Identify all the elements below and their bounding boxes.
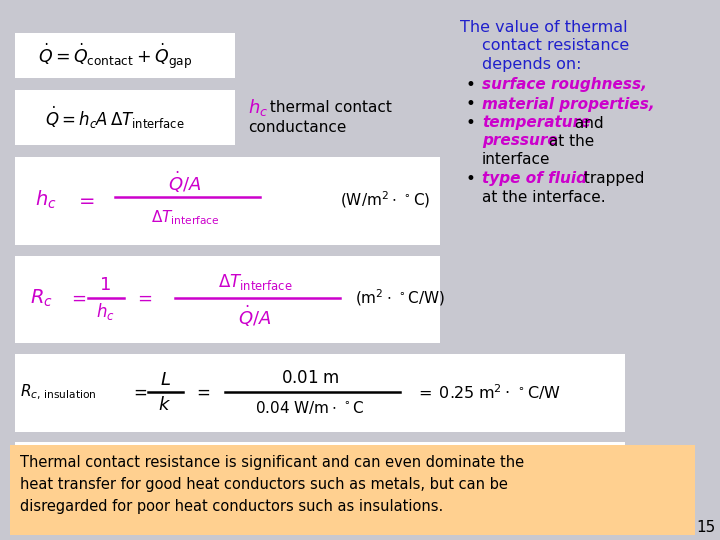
Text: Thermal contact resistance is significant and can even dominate the: Thermal contact resistance is significan… [20, 456, 524, 470]
Text: $R_{c,\,\mathrm{insulation}}$: $R_{c,\,\mathrm{insulation}}$ [20, 382, 96, 402]
Text: $=$: $=$ [181, 469, 199, 487]
Text: $L$: $L$ [148, 457, 158, 475]
Text: $\dot{Q}/A$: $\dot{Q}/A$ [238, 303, 271, 329]
Text: $R_c$: $R_c$ [30, 287, 53, 309]
Text: $=\;0.25\;\mathrm{m}^2\cdot\,{^\circ}\mathrm{C/W}$: $=\;0.25\;\mathrm{m}^2\cdot\,{^\circ}\ma… [415, 382, 561, 402]
Text: $k$: $k$ [158, 396, 171, 414]
Bar [15, 90, 235, 145]
Text: •: • [465, 114, 475, 132]
Text: $0.01\;\mathrm{m}$: $0.01\;\mathrm{m}$ [266, 456, 324, 474]
Text: pressure: pressure [482, 133, 558, 148]
Text: •: • [465, 170, 475, 188]
Text: $\dot{Q}/A$: $\dot{Q}/A$ [168, 170, 202, 194]
Text: depends on:: depends on: [482, 57, 582, 71]
Bar [10, 445, 695, 535]
Text: $R_{c,\,\mathrm{copper}}$: $R_{c,\,\mathrm{copper}}$ [20, 468, 83, 488]
Text: $=$: $=$ [118, 469, 135, 487]
Text: at the: at the [544, 133, 594, 148]
Text: thermal contact: thermal contact [265, 100, 392, 116]
Text: $=$: $=$ [75, 191, 95, 210]
Text: $0.04\;\mathrm{W/m}\cdot\,{^\circ}\mathrm{C}$: $0.04\;\mathrm{W/m}\cdot\,{^\circ}\mathr… [255, 400, 365, 416]
Text: $386\;\mathrm{W/m}\cdot\,{^\circ}\mathrm{C}$: $386\;\mathrm{W/m}\cdot\,{^\circ}\mathrm… [243, 484, 348, 502]
Text: 15: 15 [696, 521, 716, 536]
Text: conductance: conductance [248, 119, 346, 134]
Text: $h_c$: $h_c$ [248, 98, 268, 118]
Text: $=$: $=$ [193, 383, 210, 401]
Text: $(\mathrm{m}^2 \cdot\,{^\circ}\mathrm{C/W})$: $(\mathrm{m}^2 \cdot\,{^\circ}\mathrm{C/… [355, 288, 446, 308]
Text: at the interface.: at the interface. [482, 191, 606, 206]
Text: $(\mathrm{W/m}^2 \cdot\,{^\circ}\mathrm{C})$: $(\mathrm{W/m}^2 \cdot\,{^\circ}\mathrm{… [340, 190, 431, 211]
Text: •: • [465, 95, 475, 113]
Text: $=$: $=$ [130, 383, 148, 401]
Text: •: • [465, 76, 475, 94]
Text: $L$: $L$ [160, 371, 171, 389]
Text: $h_c$: $h_c$ [96, 301, 114, 322]
Bar [15, 33, 235, 78]
Text: $=$: $=$ [68, 289, 86, 307]
Text: $\Delta T_{\mathrm{interface}}$: $\Delta T_{\mathrm{interface}}$ [217, 272, 292, 292]
Text: $\dot{Q} = \dot{Q}_{\mathrm{contact}} + \dot{Q}_{\mathrm{gap}}$: $\dot{Q} = \dot{Q}_{\mathrm{contact}} + … [38, 41, 192, 71]
Text: $=$: $=$ [134, 289, 153, 307]
Bar [15, 354, 625, 432]
Text: $=\;0.000026\;\mathrm{m}^2\cdot\,{^\circ}\mathrm{C/W}$: $=\;0.000026\;\mathrm{m}^2\cdot\,{^\circ… [400, 468, 588, 488]
Text: The value of thermal: The value of thermal [460, 21, 628, 36]
Text: material properties,: material properties, [482, 97, 654, 111]
Bar [15, 442, 625, 518]
Bar [15, 256, 440, 343]
Text: disregarded for poor heat conductors such as insulations.: disregarded for poor heat conductors suc… [20, 500, 444, 515]
Text: $\dot{Q} = h_c A\,\Delta T_{\mathrm{interface}}$: $\dot{Q} = h_c A\,\Delta T_{\mathrm{inte… [45, 105, 185, 131]
Text: heat transfer for good heat conductors such as metals, but can be: heat transfer for good heat conductors s… [20, 477, 508, 492]
Text: and: and [570, 116, 603, 131]
Text: $1$: $1$ [99, 276, 111, 294]
Text: $0.01\;\mathrm{m}$: $0.01\;\mathrm{m}$ [281, 369, 339, 387]
Text: $h_c$: $h_c$ [35, 189, 57, 211]
Text: surface roughness,: surface roughness, [482, 78, 647, 92]
Text: trapped: trapped [579, 172, 644, 186]
Text: $\Delta T_{\mathrm{interface}}$: $\Delta T_{\mathrm{interface}}$ [150, 208, 220, 227]
Text: temperature: temperature [482, 116, 590, 131]
Text: contact resistance: contact resistance [482, 38, 629, 53]
Text: type of fluid: type of fluid [482, 172, 587, 186]
Bar [15, 157, 440, 245]
Text: interface: interface [482, 152, 551, 166]
Text: $k$: $k$ [146, 482, 160, 500]
